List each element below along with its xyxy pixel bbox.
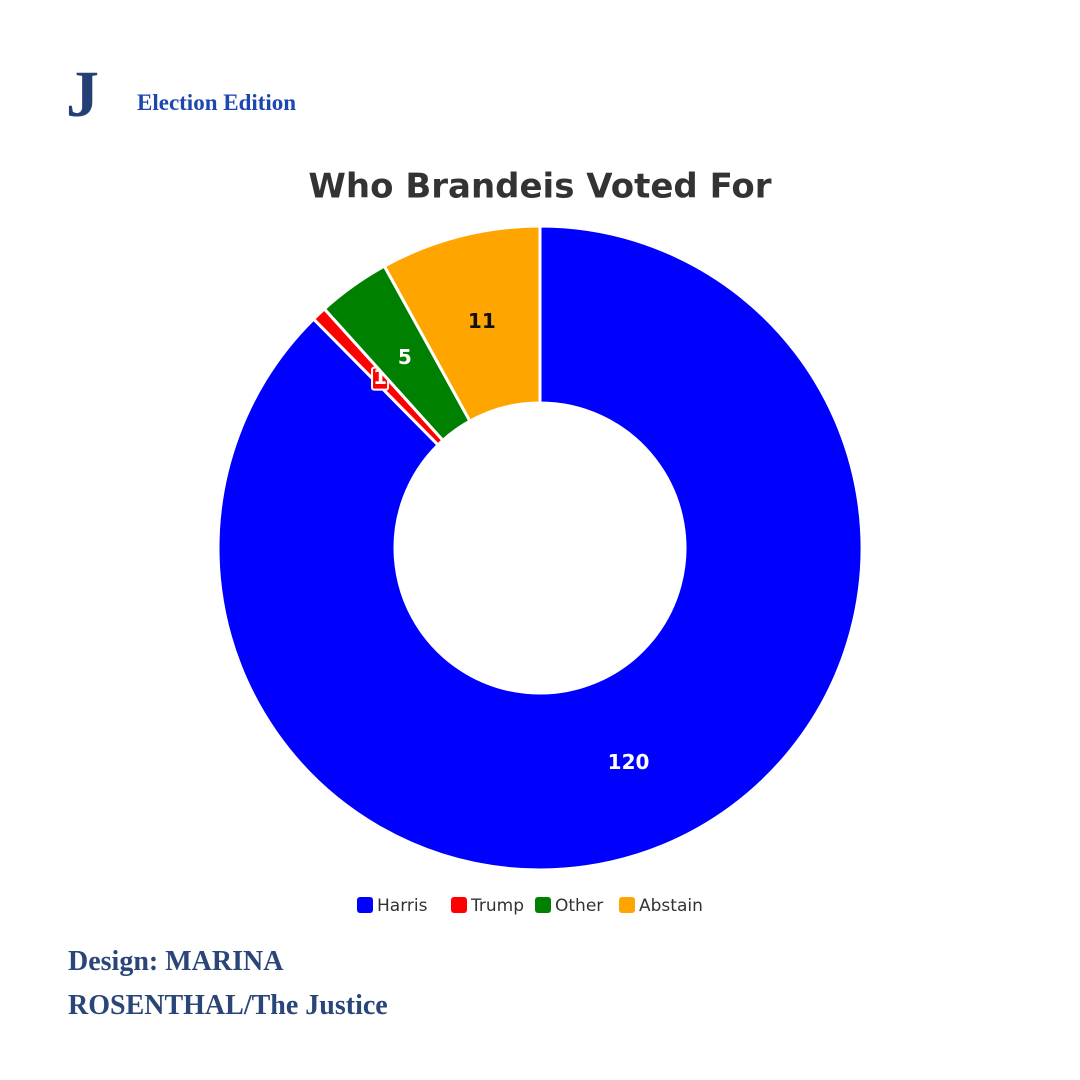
data-label: 11	[468, 309, 496, 333]
legend-swatch	[535, 897, 551, 913]
data-label: 120	[608, 750, 650, 774]
logo: J	[66, 58, 99, 131]
legend-swatch	[619, 897, 635, 913]
legend-swatch	[357, 897, 373, 913]
chart-title: Who Brandeis Voted For	[308, 167, 771, 207]
legend-swatch	[451, 897, 467, 913]
legend-label: Trump	[470, 896, 524, 916]
edition-label: Election Edition	[137, 90, 297, 115]
data-label: 5	[398, 345, 412, 369]
legend-label: Harris	[377, 896, 428, 916]
legend-label: Other	[555, 896, 603, 916]
legend-label: Abstain	[639, 896, 703, 916]
donut-slice	[382, 224, 542, 424]
credit: Design: MARINA ROSENTHAL/The Justice	[68, 946, 388, 1021]
